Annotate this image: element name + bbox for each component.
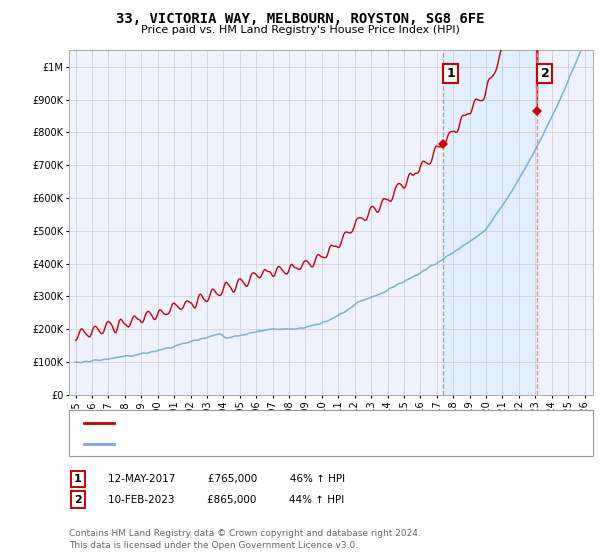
Text: 2: 2: [74, 494, 82, 505]
Bar: [443, 50, 538, 395]
Text: 1: 1: [446, 67, 455, 80]
Text: 33, VICTORIA WAY, MELBOURN, ROYSTON, SG8 6FE (detached house): 33, VICTORIA WAY, MELBOURN, ROYSTON, SG8…: [119, 418, 481, 428]
Text: 1: 1: [74, 474, 82, 484]
Text: This data is licensed under the Open Government Licence v3.0.: This data is licensed under the Open Gov…: [69, 542, 358, 550]
Text: 33, VICTORIA WAY, MELBOURN, ROYSTON, SG8 6FE: 33, VICTORIA WAY, MELBOURN, ROYSTON, SG8…: [116, 12, 484, 26]
Text: Price paid vs. HM Land Registry's House Price Index (HPI): Price paid vs. HM Land Registry's House …: [140, 25, 460, 35]
Text: Contains HM Land Registry data © Crown copyright and database right 2024.: Contains HM Land Registry data © Crown c…: [69, 529, 421, 538]
Text: 2: 2: [541, 67, 550, 80]
Text: 10-FEB-2023          £865,000          44% ↑ HPI: 10-FEB-2023 £865,000 44% ↑ HPI: [108, 494, 344, 505]
Text: HPI: Average price, detached house, South Cambridgeshire: HPI: Average price, detached house, Sout…: [119, 439, 428, 449]
Text: 12-MAY-2017          £765,000          46% ↑ HPI: 12-MAY-2017 £765,000 46% ↑ HPI: [108, 474, 345, 484]
